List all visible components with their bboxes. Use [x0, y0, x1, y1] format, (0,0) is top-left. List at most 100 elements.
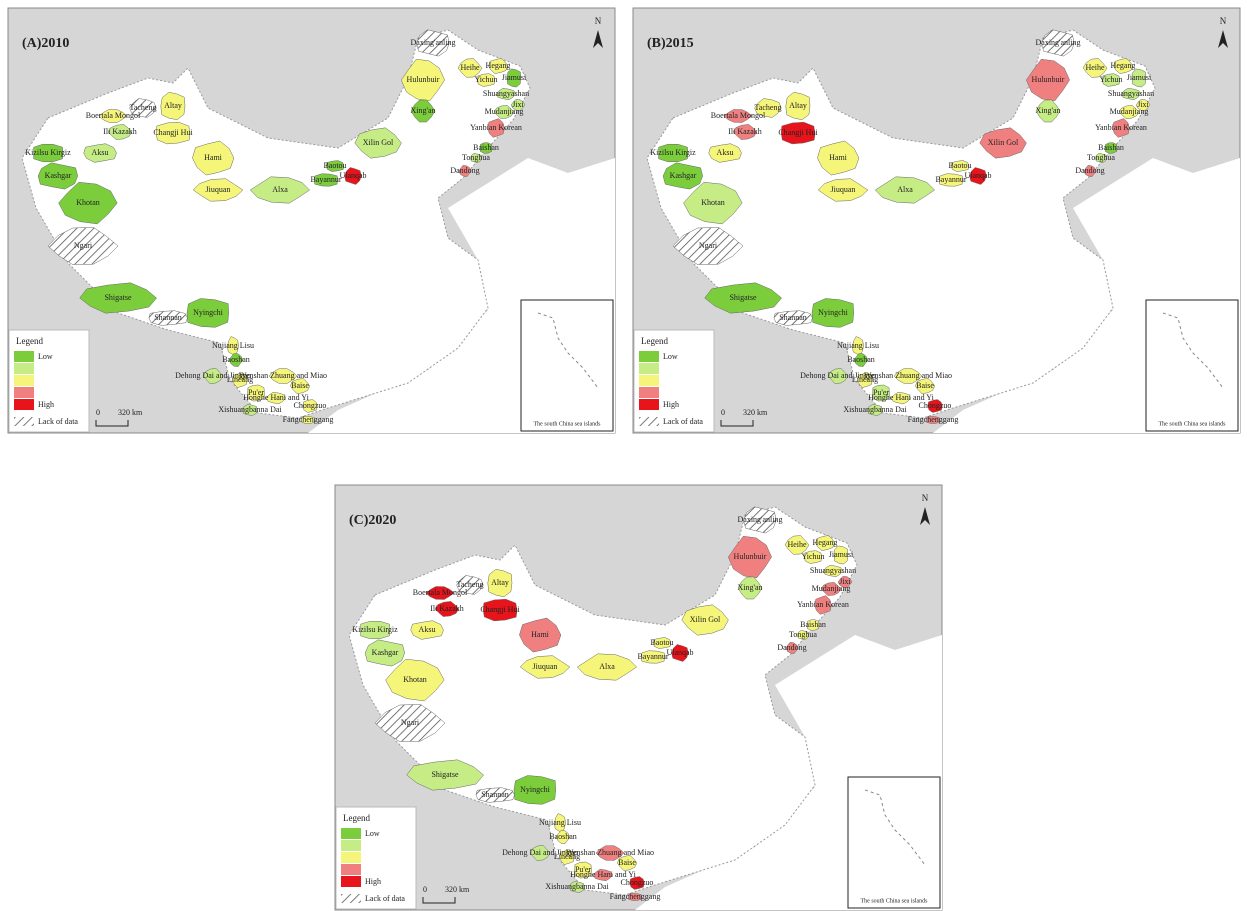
- region: [410, 620, 444, 640]
- region: [425, 586, 455, 600]
- region: [672, 227, 744, 265]
- region-label: Tacheng: [755, 103, 782, 112]
- region-label: Baise: [916, 381, 934, 390]
- north-label: N: [922, 493, 929, 503]
- region-label: Jixi: [1137, 100, 1149, 109]
- legend-swatch: [341, 840, 361, 851]
- region-label: Ulanqab: [964, 171, 991, 180]
- region: [785, 642, 799, 654]
- region-label: Dandong: [777, 643, 806, 652]
- region-label: Shigatse: [729, 293, 757, 302]
- region: [232, 372, 248, 388]
- legend-swatch: [639, 399, 659, 410]
- country-area: [348, 506, 858, 896]
- region: [617, 855, 638, 871]
- region: [811, 298, 854, 328]
- region-label: Heihe: [1085, 63, 1105, 72]
- region-label: Boertala Mongol: [413, 588, 468, 597]
- region: [737, 576, 763, 600]
- legend-swatch: [341, 864, 361, 875]
- region: [833, 545, 848, 565]
- region-label: Tacheng: [130, 103, 157, 112]
- region-label: Tonghua: [789, 630, 817, 639]
- region-label: Shigatse: [431, 770, 459, 779]
- legend-swatch: [341, 852, 361, 863]
- region: [592, 869, 613, 881]
- region-label: Alxa: [599, 662, 615, 671]
- region-label: Baishan: [473, 143, 499, 152]
- legend-swatch: [341, 876, 361, 887]
- panel-title: (A)2010: [22, 36, 69, 51]
- region-label: Jiuquan: [533, 662, 558, 671]
- region: [857, 372, 873, 388]
- legend-swatch: [14, 363, 34, 374]
- region: [872, 384, 890, 402]
- region: [743, 506, 777, 534]
- legend-no-data-label: Lack of data: [38, 417, 78, 426]
- region: [487, 568, 513, 597]
- region-label: Xishuangbanna Dai: [218, 405, 282, 414]
- region: [457, 58, 483, 78]
- region-label: Mudanjiang: [812, 584, 851, 593]
- region: [1102, 73, 1120, 87]
- legend-no-data: [639, 417, 659, 426]
- region: [482, 598, 518, 622]
- region: [785, 91, 811, 120]
- region-label: Kashgar: [670, 171, 697, 180]
- region-label: Ngari: [699, 241, 718, 250]
- scale-bar: [422, 897, 456, 904]
- region-label: Kizilsu Kirgiz: [352, 625, 398, 634]
- region-label: Heihe: [460, 63, 480, 72]
- region: [728, 535, 772, 579]
- country-area: [646, 29, 1156, 419]
- region-label: Bayannur: [310, 175, 341, 184]
- region: [385, 658, 445, 702]
- region: [477, 73, 495, 87]
- region: [290, 378, 311, 394]
- region: [773, 310, 813, 326]
- legend-no-data: [14, 417, 34, 426]
- inset-caption: The south China sea islands: [861, 898, 929, 904]
- legend-swatch: [14, 351, 34, 362]
- region: [671, 644, 689, 662]
- region: [506, 68, 521, 88]
- map-panel: Daxing'anling Hulunbuir Heihe Hegang Yichun J…: [334, 484, 943, 911]
- region: [374, 704, 446, 742]
- region: [1112, 118, 1130, 138]
- region: [1118, 105, 1140, 119]
- legend-title: Legend: [641, 336, 668, 346]
- inset-box: [1145, 299, 1239, 432]
- region: [360, 620, 390, 640]
- region: [890, 392, 911, 404]
- region-label: Daxing'anling: [738, 515, 783, 524]
- region-label: Altay: [164, 101, 182, 110]
- region-label: Dandong: [450, 166, 479, 175]
- region: [487, 118, 505, 138]
- region: [797, 630, 809, 640]
- region: [513, 775, 556, 805]
- region-label: Nujiang Lisu: [539, 818, 581, 827]
- region-label: Baoshan: [222, 355, 250, 364]
- legend-no-data-label: Lack of data: [663, 417, 703, 426]
- region: [926, 416, 940, 424]
- region-label: Nyingchi: [193, 308, 224, 317]
- region-label: Dehong Dai and Jingpo: [175, 371, 251, 380]
- region-label: Baise: [618, 858, 636, 867]
- legend-swatch: [639, 387, 659, 398]
- region: [242, 404, 258, 416]
- legend-no-data-label: Lack of data: [365, 894, 405, 903]
- region-label: Fangchenggang: [283, 415, 334, 424]
- region-label: Shannan: [154, 313, 182, 322]
- legend-high: High: [365, 877, 381, 886]
- region-label: Dehong Dai and Jingpo: [502, 848, 578, 857]
- region: [915, 378, 936, 394]
- region: [129, 98, 157, 118]
- region: [827, 368, 849, 384]
- region: [652, 637, 672, 649]
- region: [354, 127, 402, 159]
- region-label: Xilin Gol: [690, 615, 721, 624]
- region-label: Changji Hui: [778, 128, 818, 137]
- region-label: Wenshan Zhuang and Miao: [864, 371, 952, 380]
- region: [569, 881, 585, 893]
- region-label: Chongzuo: [919, 401, 952, 410]
